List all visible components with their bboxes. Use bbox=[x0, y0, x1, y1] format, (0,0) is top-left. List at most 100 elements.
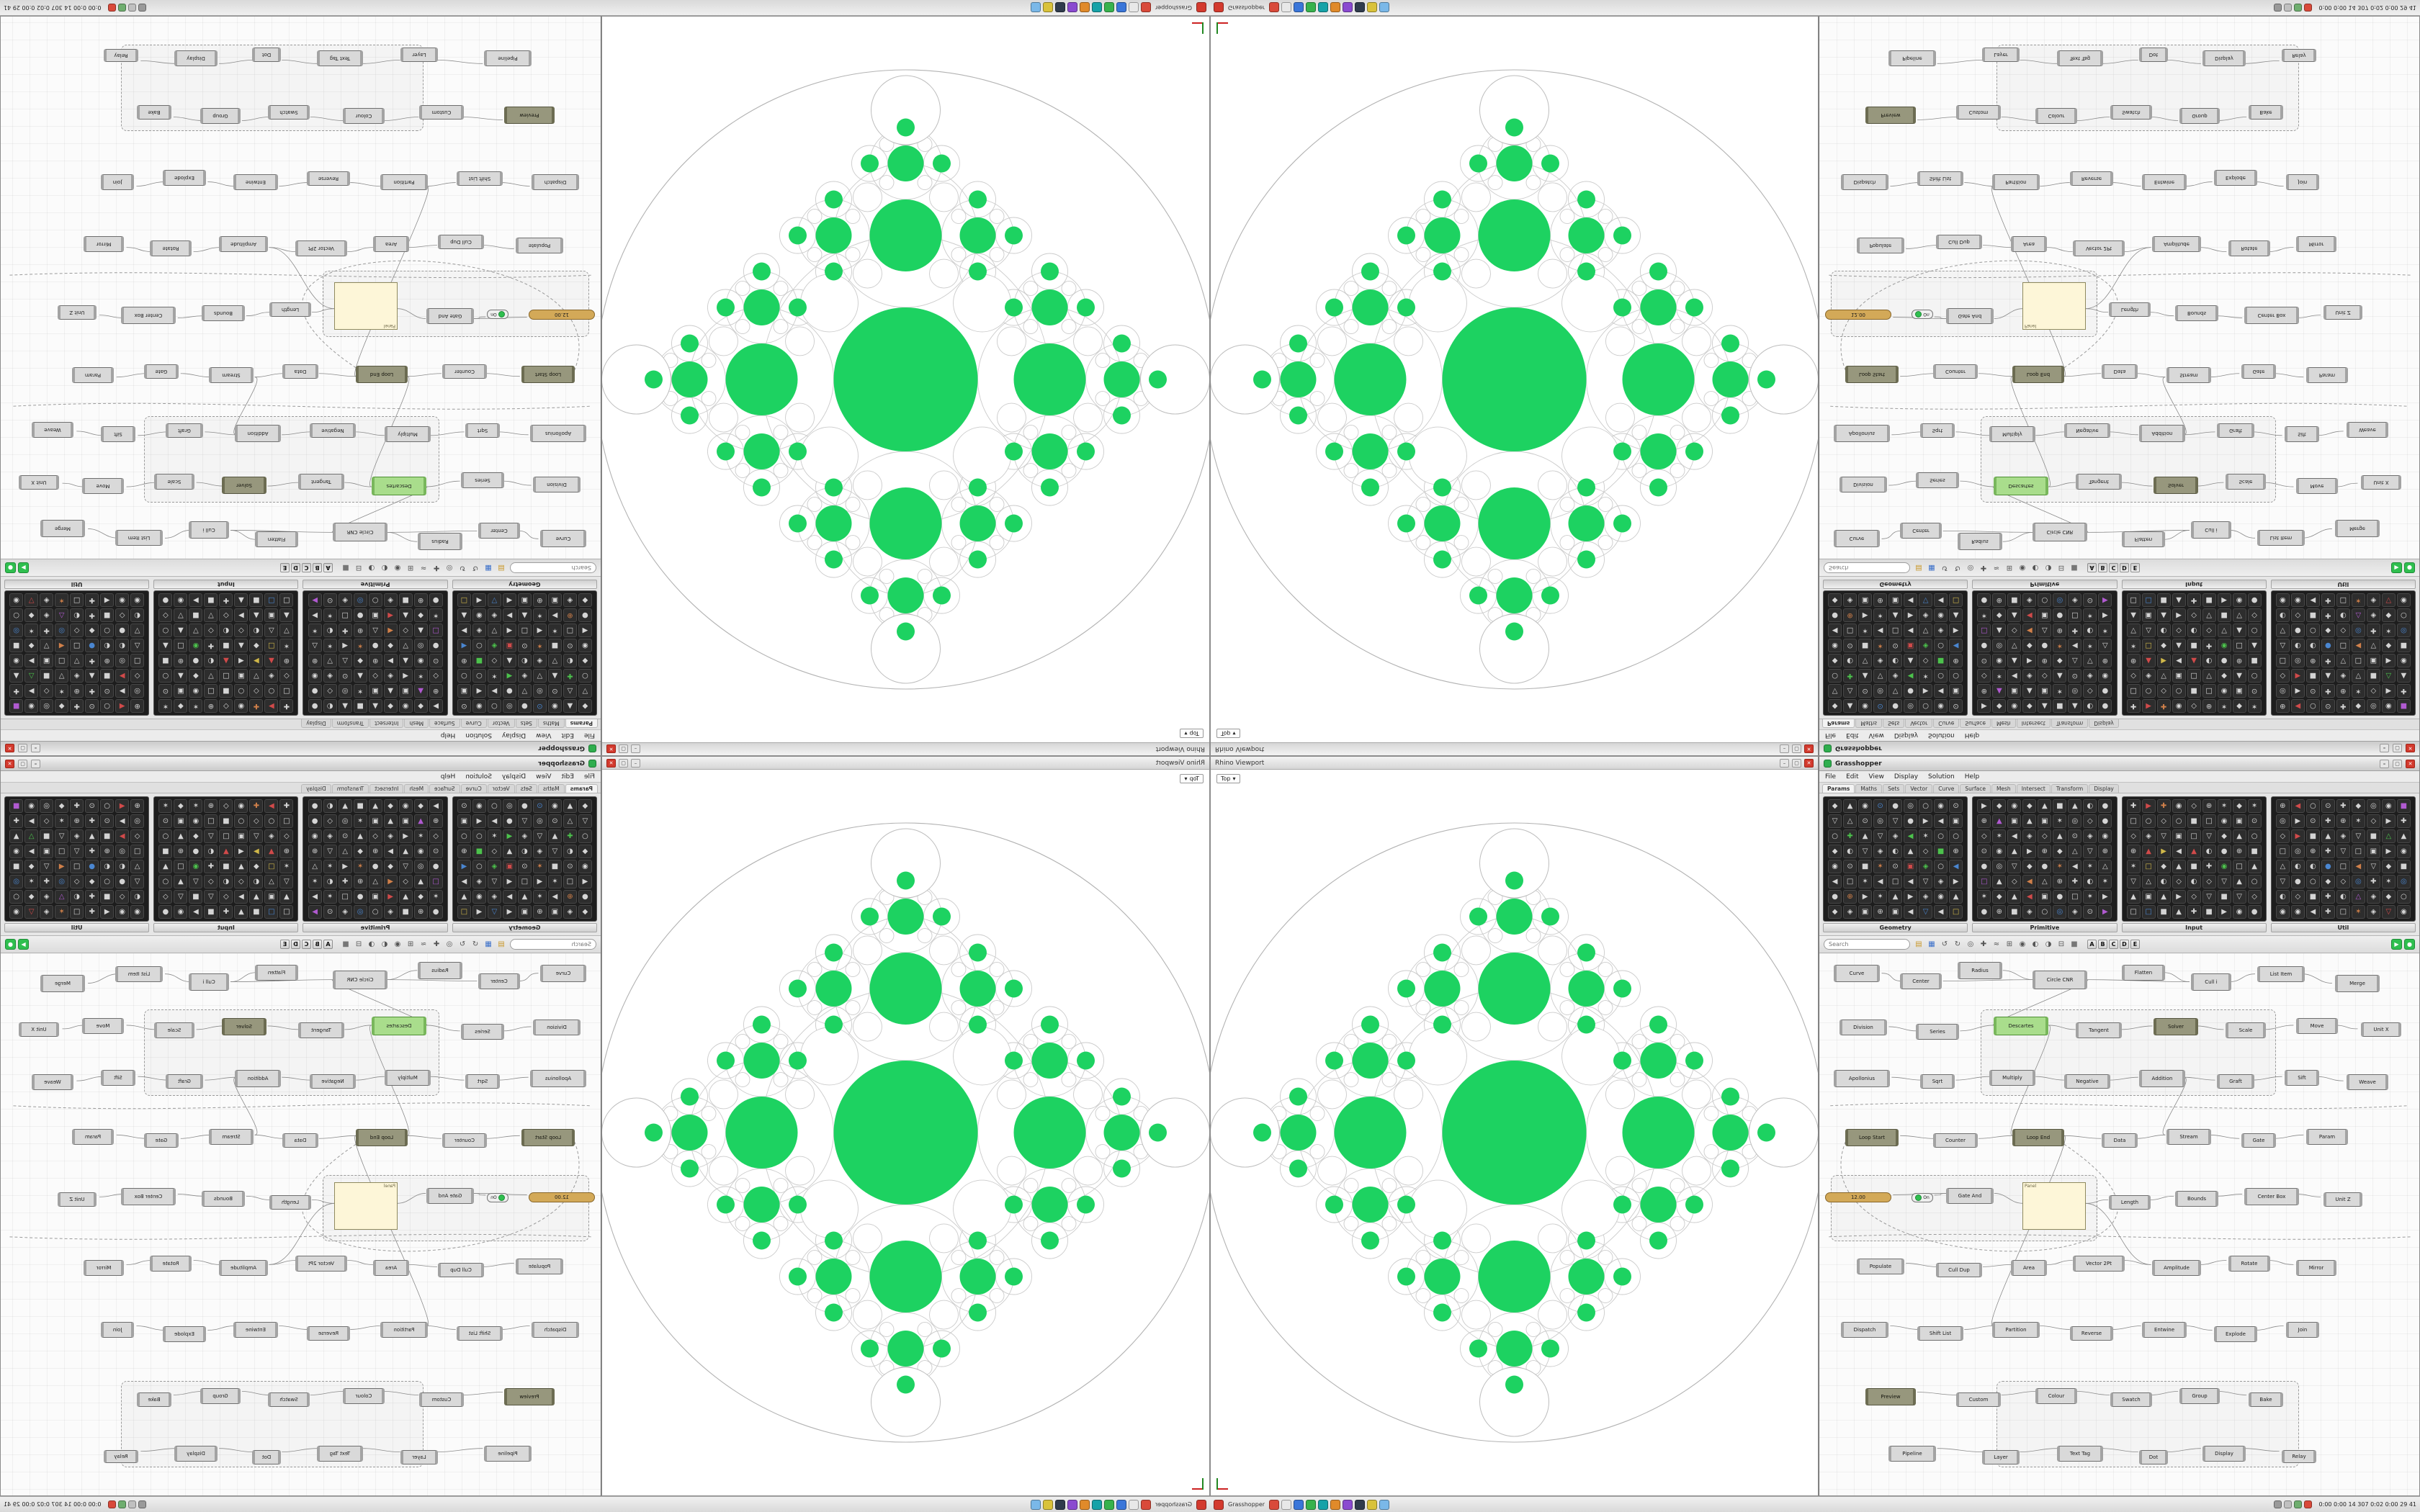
component-icon[interactable]: ● bbox=[2053, 890, 2067, 904]
component-icon[interactable]: ⊕ bbox=[532, 905, 547, 919]
component-icon[interactable]: △ bbox=[2381, 669, 2396, 683]
taskbar-tray-icon[interactable] bbox=[2283, 4, 2292, 12]
component-icon[interactable]: ⊙ bbox=[563, 860, 577, 873]
component-icon[interactable]: ◀ bbox=[1904, 905, 1918, 919]
component-icon[interactable]: ✚ bbox=[2321, 814, 2335, 828]
component-icon[interactable]: ▶ bbox=[2290, 829, 2305, 843]
component-icon[interactable]: ● bbox=[189, 654, 203, 667]
gh-node[interactable]: 12.00 bbox=[1825, 1192, 1891, 1202]
component-icon[interactable]: ⊙ bbox=[338, 669, 352, 683]
component-icon[interactable]: ◈ bbox=[2366, 890, 2380, 904]
component-icon[interactable]: □ bbox=[70, 860, 84, 873]
component-icon[interactable]: ▶ bbox=[24, 684, 39, 698]
component-icon[interactable]: ▲ bbox=[2232, 875, 2246, 888]
component-icon[interactable]: △ bbox=[2275, 639, 2290, 652]
component-icon[interactable]: ✚ bbox=[85, 684, 99, 698]
component-icon[interactable]: □ bbox=[2068, 608, 2082, 622]
component-icon[interactable]: ◉ bbox=[1828, 639, 1842, 652]
component-icon[interactable]: ◀ bbox=[2351, 639, 2365, 652]
component-icon[interactable]: ⊙ bbox=[2321, 799, 2335, 813]
component-icon[interactable]: ✶ bbox=[55, 684, 69, 698]
component-icon[interactable]: ▲ bbox=[158, 860, 173, 873]
component-icon[interactable]: ◇ bbox=[279, 829, 294, 843]
component-icon[interactable]: ▶ bbox=[2156, 845, 2171, 858]
component-icon[interactable]: □ bbox=[204, 684, 218, 698]
component-icon[interactable]: ● bbox=[429, 593, 443, 607]
gh-node[interactable]: Area bbox=[2011, 236, 2047, 252]
gh-node[interactable]: Custom bbox=[419, 105, 464, 120]
component-icon[interactable]: ◐ bbox=[2083, 699, 2097, 713]
component-icon[interactable]: ◀ bbox=[2172, 654, 2186, 667]
component-icon[interactable]: ◈ bbox=[472, 624, 486, 637]
component-icon[interactable]: □ bbox=[2351, 654, 2365, 667]
wire-display-icon[interactable]: ≈ bbox=[420, 940, 427, 948]
component-icon[interactable]: ⊙ bbox=[517, 860, 532, 873]
component-icon[interactable]: ○ bbox=[487, 799, 501, 813]
component-icon[interactable]: ■ bbox=[2217, 890, 2231, 904]
gh-node[interactable]: Sqrt bbox=[1920, 1074, 1955, 1089]
component-icon[interactable]: △ bbox=[563, 684, 577, 698]
component-icon[interactable]: ▲ bbox=[398, 890, 413, 904]
component-icon[interactable]: ◇ bbox=[2083, 814, 2097, 828]
gh-node[interactable]: Entwine bbox=[233, 174, 278, 190]
taskbar-app-icon[interactable] bbox=[1067, 2, 1077, 13]
component-icon[interactable]: ● bbox=[2038, 639, 2052, 652]
component-icon[interactable]: ◈ bbox=[40, 890, 54, 904]
shaded-icon[interactable]: ◑ bbox=[2045, 564, 2052, 572]
component-icon[interactable]: ◆ bbox=[2321, 875, 2335, 888]
gh-node[interactable]: Cull Dup bbox=[438, 1263, 484, 1277]
component-icon[interactable]: ▲ bbox=[517, 608, 532, 622]
component-icon[interactable]: □ bbox=[429, 624, 443, 637]
component-icon[interactable]: ✶ bbox=[24, 875, 39, 888]
component-icon[interactable]: □ bbox=[2275, 845, 2290, 858]
component-icon[interactable]: □ bbox=[563, 875, 577, 888]
component-icon[interactable]: ⊙ bbox=[158, 814, 173, 828]
gh-node[interactable]: Loop End bbox=[2012, 366, 2064, 383]
component-icon[interactable]: ● bbox=[502, 684, 516, 698]
tab-sets[interactable]: Sets bbox=[1883, 719, 1905, 728]
gh-node[interactable]: Reverse bbox=[2070, 1326, 2113, 1341]
component-icon[interactable]: ◆ bbox=[578, 905, 592, 919]
component-icon[interactable]: ◉ bbox=[9, 593, 24, 607]
gh-node[interactable]: Data bbox=[2102, 364, 2138, 379]
component-icon[interactable]: ○ bbox=[368, 905, 382, 919]
component-icon[interactable]: ● bbox=[115, 875, 130, 888]
component-icon[interactable]: ▽ bbox=[517, 684, 532, 698]
component-icon[interactable]: ▲ bbox=[1992, 875, 2007, 888]
component-icon[interactable]: ⊕ bbox=[1949, 845, 1963, 858]
component-icon[interactable]: ◇ bbox=[2187, 699, 2201, 713]
component-icon[interactable]: ◆ bbox=[1828, 905, 1842, 919]
gh-node[interactable]: Explode bbox=[163, 170, 206, 186]
component-icon[interactable]: ◀ bbox=[100, 593, 115, 607]
component-icon[interactable]: □ bbox=[2187, 829, 2201, 843]
component-icon[interactable]: ◀ bbox=[578, 624, 592, 637]
component-icon[interactable]: ▽ bbox=[130, 624, 145, 637]
component-icon[interactable]: □ bbox=[279, 905, 294, 919]
component-icon[interactable]: ◉ bbox=[1992, 845, 2007, 858]
letter-button-a[interactable]: A bbox=[2087, 940, 2097, 949]
component-icon[interactable]: ✶ bbox=[158, 799, 173, 813]
taskbar-app-icon[interactable] bbox=[1091, 2, 1102, 13]
component-icon[interactable]: ✚ bbox=[85, 890, 99, 904]
component-icon[interactable]: ⊕ bbox=[2202, 799, 2216, 813]
component-icon[interactable]: ◐ bbox=[70, 608, 84, 622]
tab-surface[interactable]: Surface bbox=[429, 784, 460, 793]
gh-node[interactable]: Scale bbox=[2226, 474, 2266, 490]
component-icon[interactable]: ▣ bbox=[457, 684, 471, 698]
component-icon[interactable]: ◐ bbox=[2156, 875, 2171, 888]
component-icon[interactable]: ◎ bbox=[338, 814, 352, 828]
viewport-titlebar[interactable]: Rhino Viewport – ▢ ✕ bbox=[602, 742, 1209, 755]
component-icon[interactable]: ⊕ bbox=[174, 845, 188, 858]
component-icon[interactable]: △ bbox=[1843, 684, 1857, 698]
tab-transform[interactable]: Transform bbox=[331, 784, 369, 793]
component-icon[interactable]: ⊙ bbox=[2068, 669, 2082, 683]
component-icon[interactable]: ◀ bbox=[2022, 890, 2037, 904]
component-icon[interactable]: ◉ bbox=[1934, 699, 1948, 713]
menu-view[interactable]: View bbox=[536, 732, 552, 739]
component-icon[interactable]: ◎ bbox=[1904, 699, 1918, 713]
gh-node[interactable]: Swatch bbox=[268, 1392, 310, 1407]
component-icon[interactable]: ▶ bbox=[1919, 684, 1933, 698]
component-icon[interactable]: ▣ bbox=[1858, 905, 1873, 919]
component-icon[interactable]: ■ bbox=[40, 669, 54, 683]
component-icon[interactable]: ✶ bbox=[2098, 624, 2112, 637]
